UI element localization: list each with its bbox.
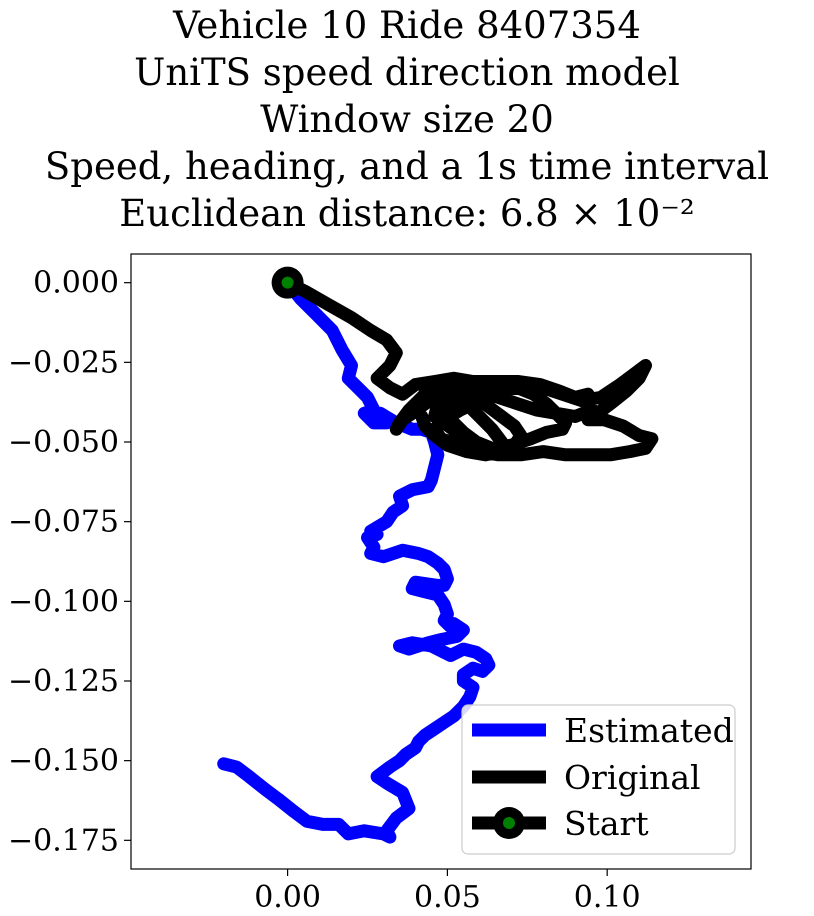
x-tick-label: 0.05	[414, 880, 481, 915]
ticks-layer: 0.00 0.05 0.10 0.000 −0.025 −0.050 −0.075 −0.10…	[8, 266, 641, 915]
title-line-2: UniTS speed direction model	[134, 51, 680, 94]
estimated-series-line	[217, 276, 496, 844]
chart-title: Vehicle 10 Ride 8407354 UniTS speed dire…	[0, 2, 814, 237]
y-tick-label: −0.100	[8, 584, 119, 619]
title-line-5: Euclidean distance: 6.8 × 10⁻²	[119, 192, 695, 235]
series-layer	[217, 266, 659, 844]
x-tick-label: 0.00	[254, 880, 321, 915]
y-tick-label: −0.150	[8, 744, 119, 779]
legend-start-marker-core	[503, 817, 515, 829]
legend-original-label: Original	[564, 758, 701, 797]
x-tick-label: 0.10	[574, 880, 641, 915]
title-line-1: Vehicle 10 Ride 8407354	[173, 4, 641, 47]
y-tick-label: 0.000	[33, 266, 119, 301]
y-tick-label: −0.050	[8, 425, 119, 460]
legend-estimated-label: Estimated	[564, 711, 734, 750]
y-tick-label: −0.125	[8, 664, 119, 699]
title-line-4: Speed, heading, and a 1s time interval	[44, 145, 770, 188]
legend-start-label: Start	[564, 804, 649, 843]
original-series-line	[281, 276, 659, 462]
legend: Estimated Original Start	[461, 704, 736, 855]
y-tick-label: −0.175	[8, 823, 119, 858]
start-marker-core	[281, 276, 294, 289]
title-line-3: Window size 20	[260, 98, 554, 141]
plot-frame	[130, 253, 752, 870]
y-tick-label: −0.025	[8, 345, 119, 380]
y-tick-label: −0.075	[8, 505, 119, 540]
